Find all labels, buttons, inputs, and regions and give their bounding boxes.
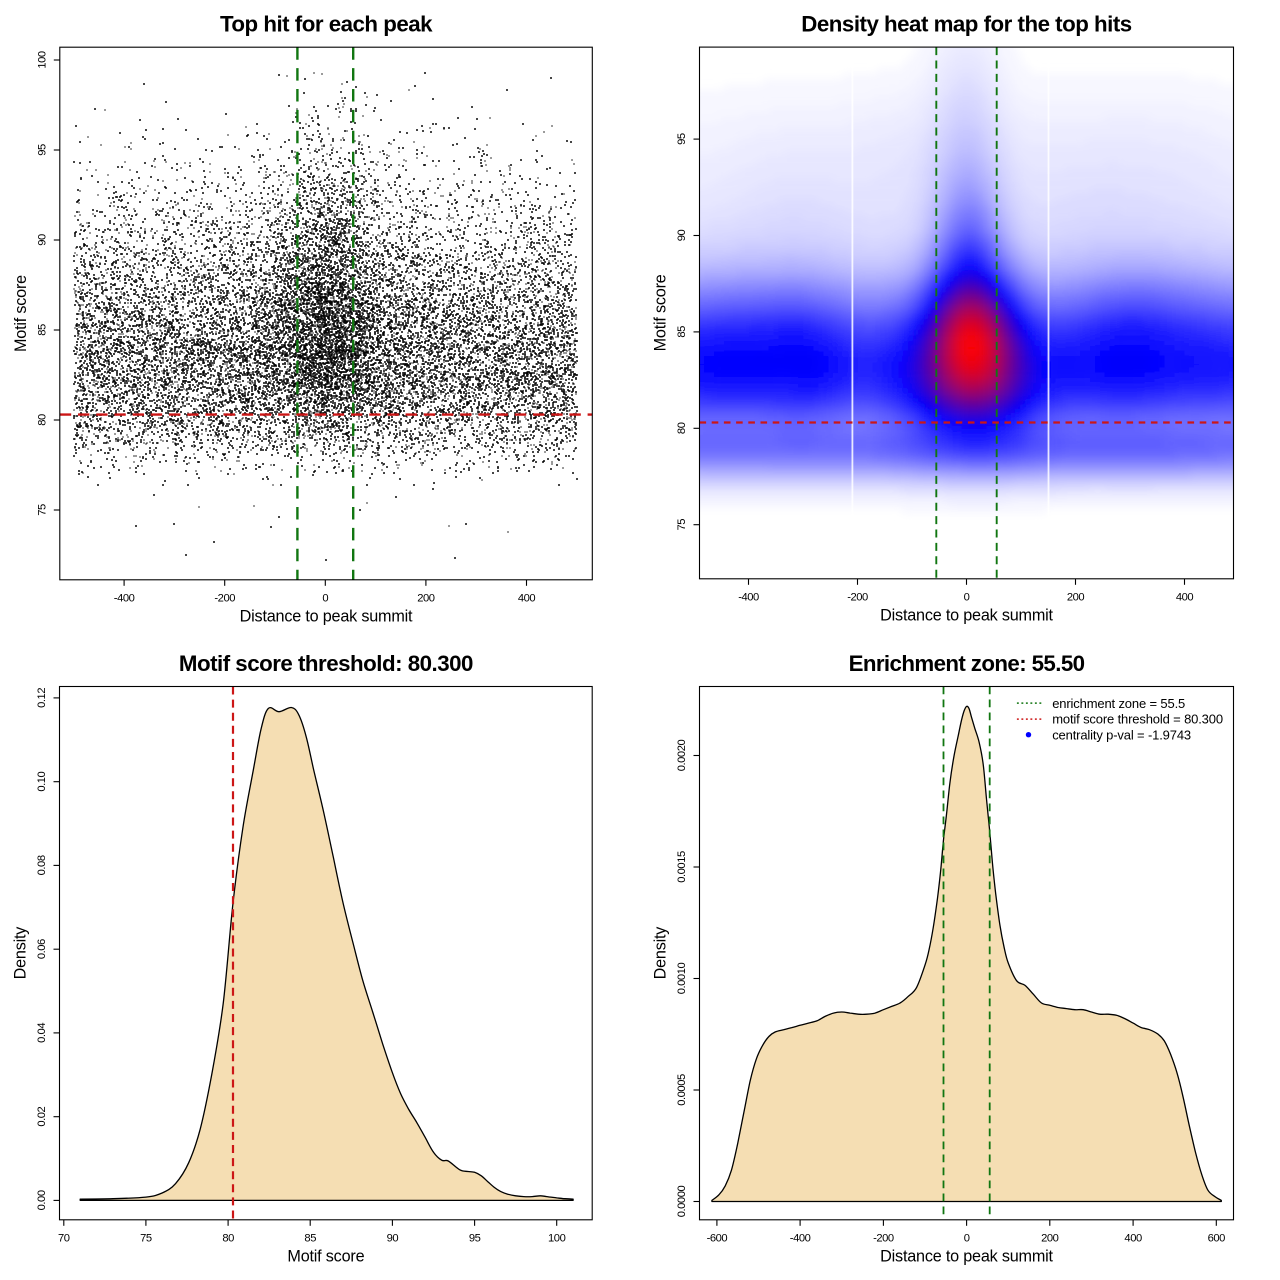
svg-text:0.00: 0.00 (36, 1190, 48, 1210)
svg-text:90: 90 (387, 1232, 399, 1244)
svg-text:400: 400 (1124, 1232, 1142, 1244)
svg-text:Motif score: Motif score (12, 275, 30, 352)
svg-text:Density: Density (652, 926, 670, 980)
svg-text:70: 70 (58, 1232, 70, 1244)
svg-text:Distance to peak summit: Distance to peak summit (880, 1247, 1053, 1265)
svg-text:85: 85 (304, 1232, 316, 1244)
svg-text:Distance to peak summit: Distance to peak summit (240, 607, 413, 625)
svg-text:0.10: 0.10 (36, 771, 48, 791)
svg-text:200: 200 (417, 592, 435, 604)
svg-text:0.0005: 0.0005 (676, 1074, 688, 1106)
svg-text:0: 0 (322, 592, 328, 604)
svg-text:0.0015: 0.0015 (676, 851, 688, 883)
svg-text:80: 80 (36, 414, 48, 426)
svg-text:75: 75 (676, 519, 688, 531)
svg-text:Motif score: Motif score (652, 274, 670, 351)
svg-text:400: 400 (518, 592, 536, 604)
svg-text:0.08: 0.08 (36, 855, 48, 875)
svg-text:75: 75 (36, 504, 48, 516)
svg-text:85: 85 (36, 324, 48, 336)
svg-text:0: 0 (964, 1232, 970, 1244)
svg-text:-600: -600 (707, 1232, 728, 1244)
svg-text:400: 400 (1176, 591, 1194, 603)
svg-text:Motif score: Motif score (287, 1247, 364, 1265)
svg-text:Top hit for each peak: Top hit for each peak (220, 12, 433, 37)
svg-text:Motif score threshold: 80.300: Motif score threshold: 80.300 (179, 651, 473, 676)
svg-text:100: 100 (548, 1232, 566, 1244)
svg-text:85: 85 (676, 326, 688, 338)
svg-text:95: 95 (469, 1232, 481, 1244)
svg-text:motif score threshold = 80.300: motif score threshold = 80.300 (1052, 712, 1223, 727)
svg-text:enrichment zone = 55.5: enrichment zone = 55.5 (1052, 696, 1185, 711)
svg-text:95: 95 (36, 144, 48, 156)
svg-text:90: 90 (36, 234, 48, 246)
svg-text:95: 95 (676, 133, 688, 145)
svg-text:0.12: 0.12 (36, 688, 48, 708)
svg-text:0.0000: 0.0000 (676, 1186, 688, 1218)
svg-text:80: 80 (676, 422, 688, 434)
svg-text:Distance to peak summit: Distance to peak summit (880, 606, 1053, 624)
svg-text:-400: -400 (790, 1232, 811, 1244)
svg-text:Density: Density (12, 926, 30, 980)
svg-text:-400: -400 (738, 591, 759, 603)
svg-text:200: 200 (1041, 1232, 1059, 1244)
svg-text:centrality p-val = -1.9743: centrality p-val = -1.9743 (1052, 727, 1191, 742)
svg-text:Enrichment zone: 55.50: Enrichment zone: 55.50 (849, 651, 1085, 676)
svg-text:Density heat map for the top h: Density heat map for the top hits (801, 12, 1131, 37)
svg-text:100: 100 (36, 51, 48, 69)
svg-text:0.02: 0.02 (36, 1106, 48, 1126)
svg-text:-400: -400 (114, 592, 135, 604)
svg-text:0.0020: 0.0020 (676, 740, 688, 772)
svg-text:0.06: 0.06 (36, 939, 48, 959)
svg-text:-200: -200 (214, 592, 235, 604)
svg-text:0: 0 (964, 591, 970, 603)
svg-text:0.0010: 0.0010 (676, 963, 688, 995)
svg-text:200: 200 (1067, 591, 1085, 603)
svg-text:75: 75 (140, 1232, 152, 1244)
svg-text:0.04: 0.04 (36, 1023, 48, 1043)
svg-text:-200: -200 (873, 1232, 894, 1244)
svg-text:90: 90 (676, 230, 688, 242)
svg-text:600: 600 (1208, 1232, 1226, 1244)
svg-text:80: 80 (222, 1232, 234, 1244)
svg-text:-200: -200 (847, 591, 868, 603)
